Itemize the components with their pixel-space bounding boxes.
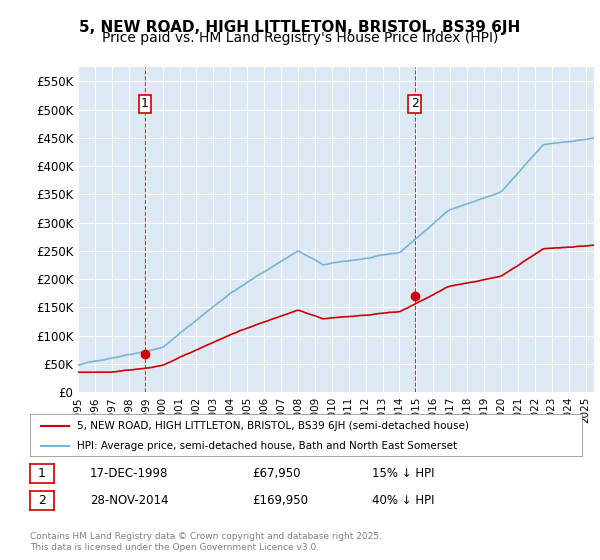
Text: 1: 1 <box>38 467 46 480</box>
Text: HPI: Average price, semi-detached house, Bath and North East Somerset: HPI: Average price, semi-detached house,… <box>77 441 457 451</box>
Text: 40% ↓ HPI: 40% ↓ HPI <box>372 493 434 507</box>
Text: 5, NEW ROAD, HIGH LITTLETON, BRISTOL, BS39 6JH: 5, NEW ROAD, HIGH LITTLETON, BRISTOL, BS… <box>79 20 521 35</box>
Text: Price paid vs. HM Land Registry's House Price Index (HPI): Price paid vs. HM Land Registry's House … <box>102 31 498 45</box>
Text: 28-NOV-2014: 28-NOV-2014 <box>90 493 169 507</box>
Text: £169,950: £169,950 <box>252 493 308 507</box>
Text: 2: 2 <box>411 97 419 110</box>
Text: £67,950: £67,950 <box>252 466 301 480</box>
Text: 17-DEC-1998: 17-DEC-1998 <box>90 466 169 480</box>
Text: 2: 2 <box>38 494 46 507</box>
Text: 1: 1 <box>141 97 149 110</box>
Text: 5, NEW ROAD, HIGH LITTLETON, BRISTOL, BS39 6JH (semi-detached house): 5, NEW ROAD, HIGH LITTLETON, BRISTOL, BS… <box>77 421 469 431</box>
Text: 15% ↓ HPI: 15% ↓ HPI <box>372 466 434 480</box>
Text: Contains HM Land Registry data © Crown copyright and database right 2025.
This d: Contains HM Land Registry data © Crown c… <box>30 532 382 552</box>
